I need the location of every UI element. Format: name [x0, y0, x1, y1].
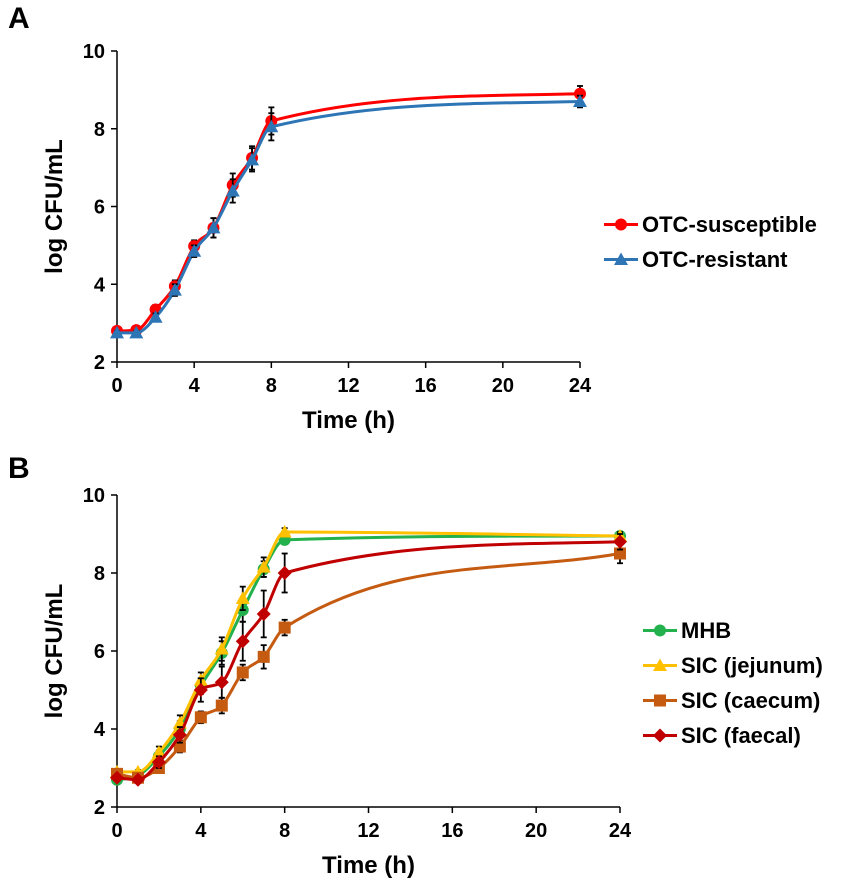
- series-line: [117, 542, 620, 780]
- legend-marker-diamond-icon: [643, 718, 677, 753]
- x-axis-title: Time (h): [302, 407, 395, 434]
- legend-label: OTC-resistant: [642, 247, 787, 272]
- x-tick-label: 24: [609, 820, 632, 842]
- x-tick-label: 4: [195, 820, 207, 842]
- x-tick-label: 24: [569, 375, 592, 397]
- legend-b: MHB SIC (jejunum) SIC (caecum) SIC (faec…: [643, 613, 823, 753]
- series-line: [117, 102, 580, 333]
- y-tick-label: 8: [94, 563, 105, 585]
- y-tick-label: 4: [94, 274, 106, 296]
- legend-label: OTC-susceptible: [642, 212, 817, 237]
- legend-a: OTC-susceptible OTC-resistant: [604, 207, 817, 277]
- x-tick-label: 8: [279, 820, 290, 842]
- data-point: [237, 666, 249, 678]
- legend-item: OTC-resistant: [604, 242, 817, 277]
- y-tick-label: 2: [94, 352, 105, 374]
- panel-b: B 2 4 6 8 10 0 4 8 12 16 20 24 Time (h) log CFU/mL MH…: [0, 447, 851, 887]
- x-tick-label: 12: [337, 375, 359, 397]
- series-sic-caecum: [111, 544, 626, 784]
- x-tick-label: 16: [415, 375, 437, 397]
- series-mhb: [111, 530, 626, 786]
- series-sic-faecal: [110, 534, 627, 787]
- legend-label: SIC (jejunum): [681, 653, 823, 678]
- series-otc-resistant: [110, 95, 587, 339]
- y-tick-label: 6: [94, 197, 105, 219]
- series-line: [117, 536, 620, 780]
- series-line: [117, 94, 580, 331]
- x-tick-label: 0: [111, 375, 122, 397]
- panel-label: B: [8, 452, 30, 486]
- data-point: [216, 700, 228, 712]
- x-tick-label: 12: [357, 820, 379, 842]
- x-tick-label: 20: [492, 375, 514, 397]
- x-tick-label: 16: [441, 820, 463, 842]
- data-point: [258, 651, 270, 663]
- legend-item: OTC-susceptible: [604, 207, 817, 242]
- y-tick-label: 10: [83, 41, 105, 63]
- x-tick-label: 0: [111, 820, 122, 842]
- legend-item: MHB: [643, 613, 823, 648]
- series-otc-susceptible: [111, 86, 586, 337]
- series-line: [117, 554, 620, 778]
- y-tick-label: 8: [94, 119, 105, 141]
- data-point: [279, 622, 291, 634]
- x-tick-label: 20: [525, 820, 547, 842]
- legend-item: SIC (caecum): [643, 683, 823, 718]
- legend-marker-triangle-icon: [643, 648, 677, 683]
- x-tick-label: 8: [266, 375, 277, 397]
- panel-label: A: [8, 2, 30, 36]
- legend-marker-circle-icon: [643, 613, 677, 648]
- legend-item: SIC (jejunum): [643, 648, 823, 683]
- y-axis-title: log CFU/mL: [41, 584, 68, 719]
- legend-label: MHB: [681, 618, 731, 643]
- legend-label: SIC (caecum): [681, 688, 820, 713]
- legend-marker-square-icon: [643, 683, 677, 718]
- y-tick-label: 10: [83, 485, 105, 507]
- y-tick-label: 6: [94, 641, 105, 663]
- y-tick-label: 4: [94, 719, 106, 741]
- data-point: [195, 711, 207, 723]
- y-tick-label: 2: [94, 797, 105, 819]
- panel-a: A 2 4 6 8 10 0 4 8 12 16 20 24 Time (h) log CFU/mL OT…: [0, 0, 851, 440]
- x-axis-title: Time (h): [322, 852, 415, 879]
- legend-label: SIC (faecal): [681, 723, 801, 748]
- legend-marker-circle-icon: [604, 207, 638, 242]
- y-axis-title: log CFU/mL: [41, 139, 68, 274]
- legend-marker-triangle-icon: [604, 242, 638, 277]
- series-line: [117, 532, 620, 772]
- legend-item: SIC (faecal): [643, 718, 823, 753]
- x-tick-label: 4: [189, 375, 201, 397]
